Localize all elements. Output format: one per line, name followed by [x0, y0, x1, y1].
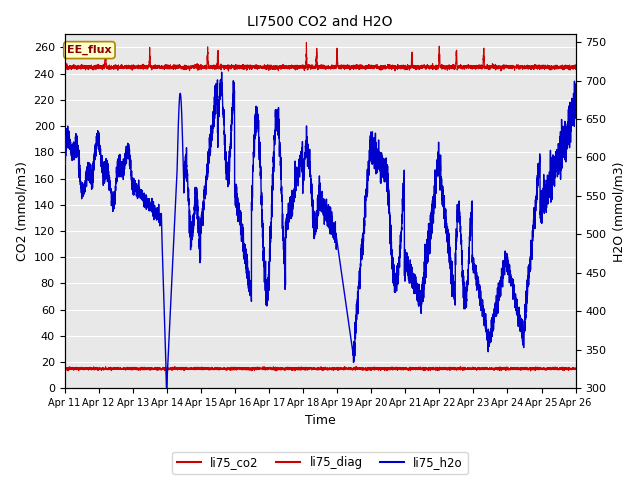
Legend: li75_co2, li75_diag, li75_h2o: li75_co2, li75_diag, li75_h2o [172, 452, 468, 474]
X-axis label: Time: Time [305, 414, 335, 427]
Y-axis label: H2O (mmol/m3): H2O (mmol/m3) [612, 161, 625, 262]
Title: LI7500 CO2 and H2O: LI7500 CO2 and H2O [247, 15, 393, 29]
Y-axis label: CO2 (mmol/m3): CO2 (mmol/m3) [15, 161, 28, 261]
Text: EE_flux: EE_flux [67, 45, 112, 55]
